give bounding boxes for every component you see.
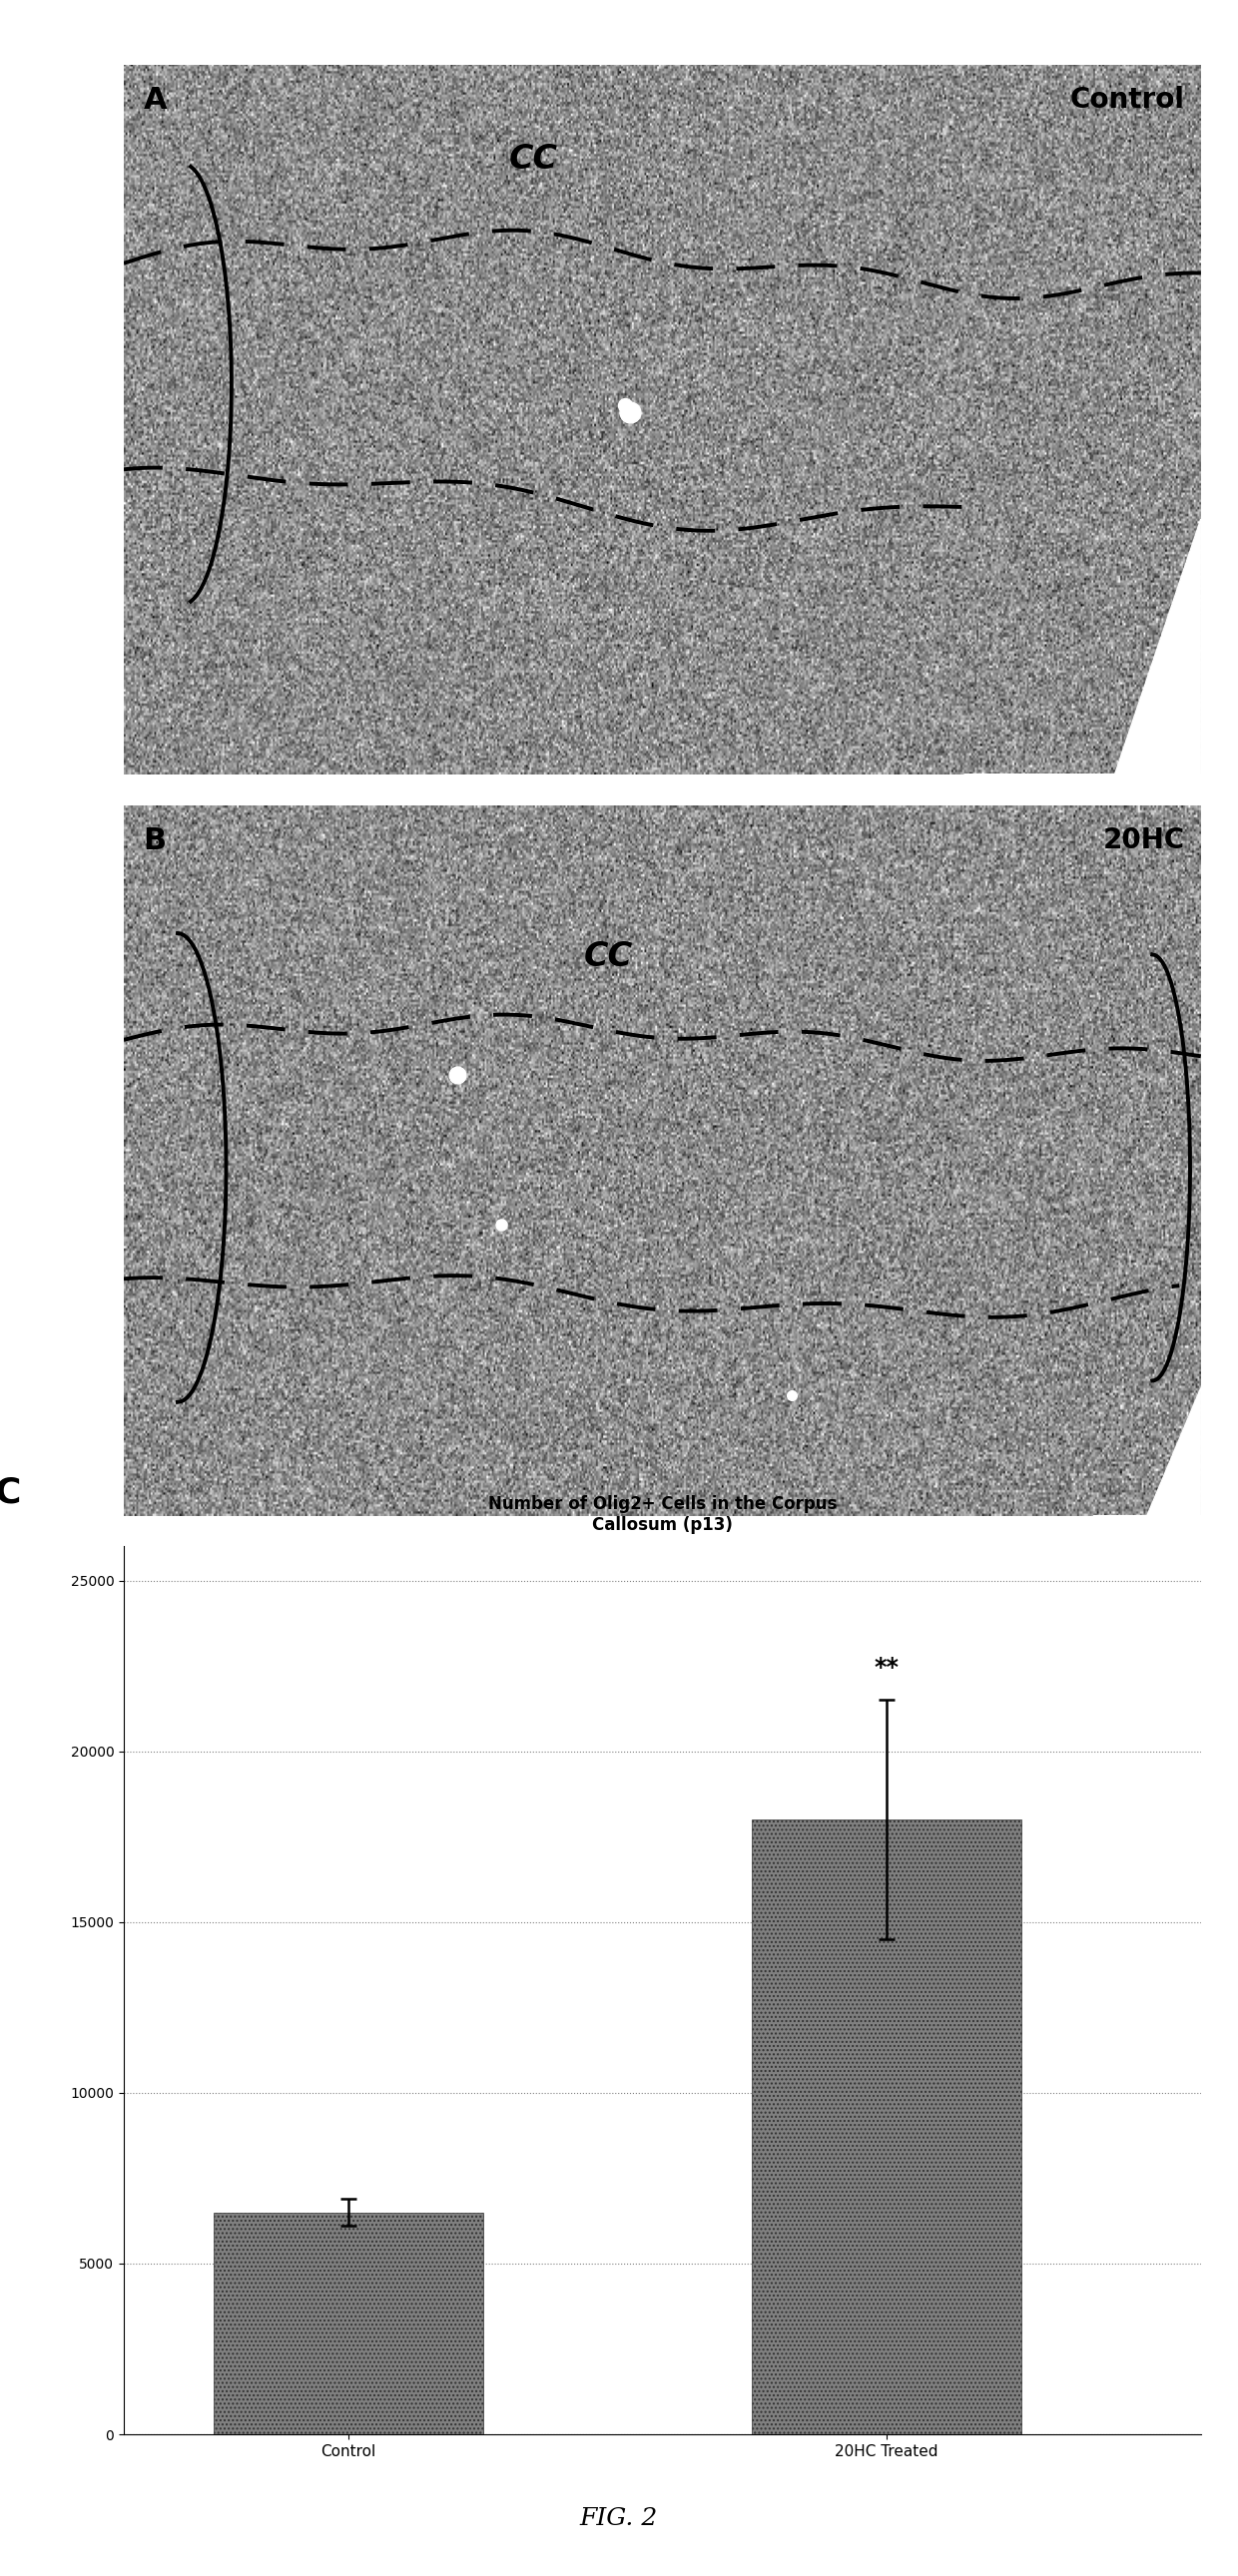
Text: CC: CC (509, 142, 557, 175)
Text: CC: CC (584, 940, 633, 974)
Text: **: ** (874, 1656, 899, 1680)
Text: FIG. 2: FIG. 2 (579, 2506, 659, 2530)
Text: C: C (0, 1476, 21, 1510)
Text: Control: Control (1070, 85, 1185, 113)
Text: 20HC: 20HC (1103, 827, 1185, 855)
Title: Number of Olig2+ Cells in the Corpus
Callosum (p13): Number of Olig2+ Cells in the Corpus Cal… (488, 1494, 837, 1533)
Text: A: A (144, 85, 167, 116)
Polygon shape (964, 518, 1201, 775)
Bar (214, 2213, 483, 2434)
Text: B: B (144, 827, 166, 855)
Polygon shape (1093, 1388, 1201, 1515)
Bar (753, 1819, 1021, 2434)
